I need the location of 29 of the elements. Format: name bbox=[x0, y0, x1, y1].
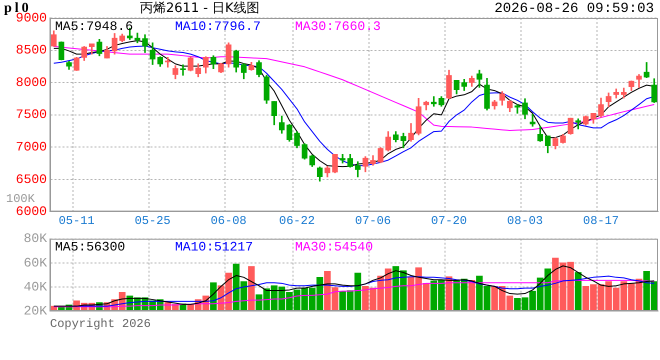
chart-subtitle: 丙烯2611 - 日K线图 bbox=[140, 1, 260, 16]
y-tick-label: 20K bbox=[24, 303, 48, 318]
x-tick-label: 05-11 bbox=[58, 214, 95, 228]
text: MA10:51217 bbox=[175, 240, 254, 255]
x-tick-label: 06-22 bbox=[278, 214, 316, 228]
series-label: MA10:7796.7 bbox=[175, 18, 261, 34]
text: MA30:7660.3 bbox=[295, 18, 381, 34]
text: MA30:54540 bbox=[295, 240, 374, 255]
x-tick-label: 07-20 bbox=[430, 214, 468, 228]
y-tick-label: 8500 bbox=[16, 42, 47, 58]
y-tick-label: 7500 bbox=[16, 107, 47, 122]
x-tick-label: 07-06 bbox=[354, 214, 392, 228]
x-tick-label: 05-25 bbox=[134, 214, 171, 228]
y-tick-label: 6500 bbox=[16, 172, 47, 187]
text: 100K bbox=[6, 192, 35, 206]
y-tick-label: 6000 bbox=[16, 204, 47, 220]
y-tick-label: 7000 bbox=[16, 140, 47, 155]
series-label: MA5:7948.6 bbox=[55, 18, 134, 34]
candlestick bbox=[180, 64, 186, 76]
text: Copyright 2026 bbox=[50, 317, 151, 331]
text: 2026-08-26 09:59:03 bbox=[494, 1, 654, 17]
x-tick-label: 06-08 bbox=[210, 214, 247, 228]
x-tick-label: 08-17 bbox=[582, 214, 620, 228]
y-tick-label: 60K bbox=[24, 255, 48, 270]
y-tick-label: 8000 bbox=[16, 74, 47, 90]
text: MA5:56300 bbox=[55, 240, 126, 255]
y-tick-label: 80K bbox=[24, 231, 48, 246]
y-tick-label: 40K bbox=[24, 279, 48, 294]
x-tick-label: 08-03 bbox=[506, 214, 544, 228]
